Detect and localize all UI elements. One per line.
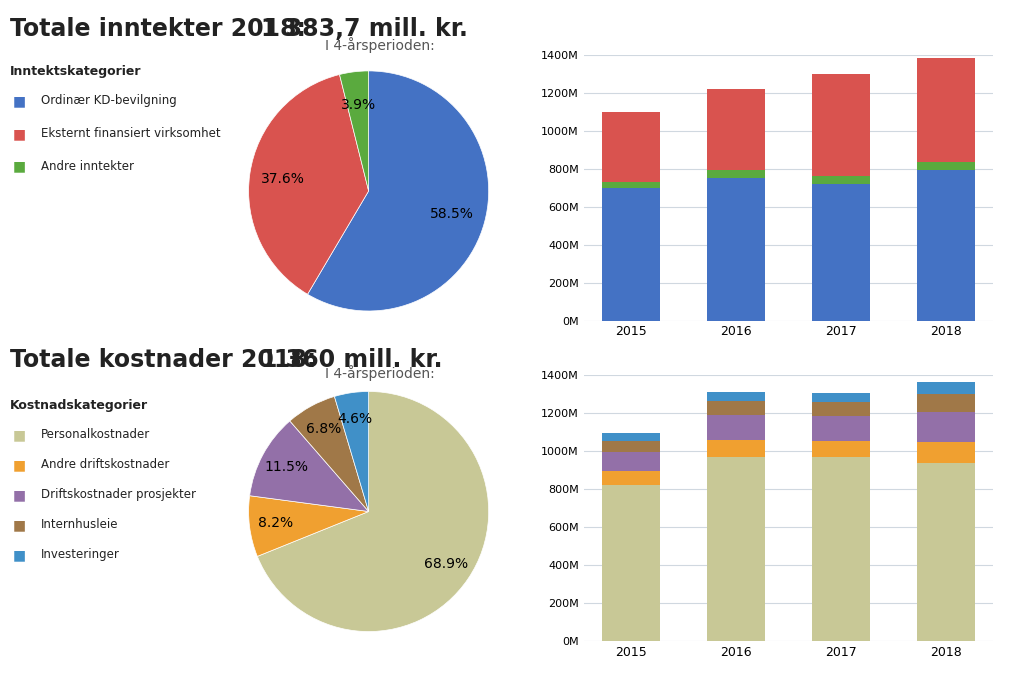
Text: 1 383,7 mill. kr.: 1 383,7 mill. kr. (261, 17, 468, 41)
Bar (916, 412, 975, 442)
Bar (916, 394, 975, 412)
Text: Totale kostnader 2018:: Totale kostnader 2018: (10, 348, 316, 372)
Text: Driftskostnader prosjekter: Driftskostnader prosjekter (41, 488, 196, 501)
Wedge shape (307, 71, 488, 311)
Bar (812, 176, 869, 183)
Bar (916, 463, 975, 641)
Bar (708, 89, 765, 170)
Bar (916, 442, 975, 463)
Bar (602, 471, 660, 486)
Text: Andre inntekter: Andre inntekter (41, 160, 134, 173)
Bar (916, 383, 975, 394)
Bar (812, 441, 869, 457)
Text: ■: ■ (12, 94, 26, 108)
Text: 1 360 mill. kr.: 1 360 mill. kr. (261, 348, 442, 372)
Bar (602, 112, 660, 182)
Text: ■: ■ (12, 428, 26, 443)
Bar (602, 486, 660, 641)
Text: 6.8%: 6.8% (306, 422, 341, 436)
Text: 4.6%: 4.6% (338, 412, 373, 426)
Text: 3.9%: 3.9% (341, 98, 376, 112)
Text: ■: ■ (12, 488, 26, 503)
Wedge shape (290, 396, 369, 512)
Wedge shape (257, 391, 488, 632)
Bar (812, 402, 869, 416)
Text: ■: ■ (12, 518, 26, 533)
Bar (708, 401, 765, 415)
Bar (812, 393, 869, 402)
Bar (708, 415, 765, 440)
Bar (916, 170, 975, 321)
Bar (708, 440, 765, 457)
Text: ■: ■ (12, 127, 26, 141)
Text: Investeringer: Investeringer (41, 548, 120, 561)
Bar (916, 59, 975, 162)
Text: 58.5%: 58.5% (430, 207, 474, 221)
Text: ■: ■ (12, 458, 26, 473)
Bar (812, 183, 869, 321)
Text: I 4-årsperioden:: I 4-årsperioden: (326, 38, 435, 53)
Text: Ordinær KD-bevilgning: Ordinær KD-bevilgning (41, 94, 177, 107)
Text: Eksternt finansiert virksomhet: Eksternt finansiert virksomhet (41, 127, 220, 140)
Text: ■: ■ (12, 548, 26, 563)
Text: Internhusleie: Internhusleie (41, 518, 119, 531)
Text: 37.6%: 37.6% (261, 171, 305, 186)
Wedge shape (250, 421, 369, 512)
Bar (812, 416, 869, 441)
Text: Personalkostnader: Personalkostnader (41, 428, 151, 441)
Bar (708, 392, 765, 401)
Bar (916, 162, 975, 170)
Text: 11.5%: 11.5% (264, 460, 308, 474)
Wedge shape (249, 74, 369, 294)
Bar (602, 433, 660, 441)
Bar (812, 457, 869, 641)
Wedge shape (249, 496, 369, 557)
Bar (708, 170, 765, 178)
Text: I 4-årsperioden:: I 4-årsperioden: (326, 365, 435, 381)
Text: ■: ■ (12, 160, 26, 174)
Text: Inntektskategorier: Inntektskategorier (10, 65, 141, 78)
Text: Totale inntekter 2018:: Totale inntekter 2018: (10, 17, 306, 41)
Wedge shape (340, 71, 369, 191)
Text: Andre driftskostnader: Andre driftskostnader (41, 458, 169, 471)
Bar (602, 452, 660, 471)
Wedge shape (335, 391, 369, 512)
Bar (708, 178, 765, 321)
Bar (602, 182, 660, 188)
Text: 8.2%: 8.2% (258, 516, 293, 530)
Bar (812, 74, 869, 176)
Text: Kostnadskategorier: Kostnadskategorier (10, 399, 148, 412)
Text: 68.9%: 68.9% (424, 557, 468, 571)
Bar (602, 441, 660, 452)
Bar (708, 457, 765, 641)
Bar (602, 188, 660, 321)
